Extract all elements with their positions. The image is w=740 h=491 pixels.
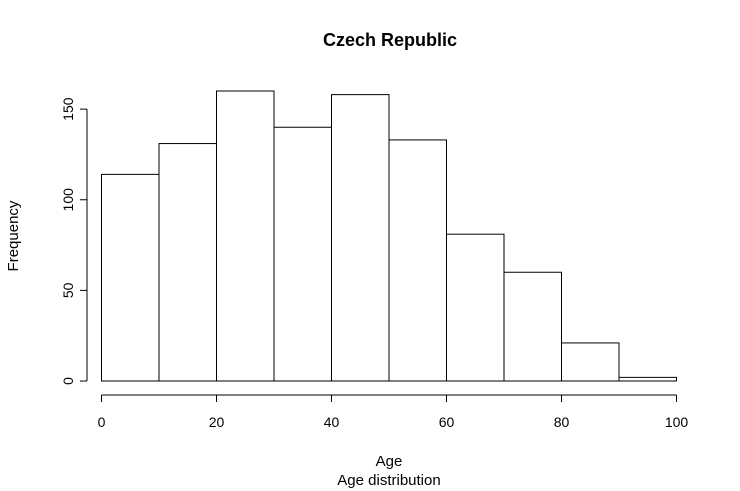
x-axis-label: Age [376,453,403,470]
y-tick-label: 100 [60,188,76,212]
x-axis: 0 20 40 60 80 100 [98,394,689,430]
x-tick-label: 60 [439,414,455,430]
histogram-bar [446,233,505,382]
histogram-bar [561,342,620,382]
histogram-bar [618,376,677,382]
histogram-bar [158,143,217,382]
x-tick-label: 20 [209,414,225,430]
y-tick-label: 150 [60,97,76,121]
x-axis-sublabel: Age distribution [337,472,440,489]
x-tick-label: 0 [98,414,106,430]
histogram-bar [331,94,390,382]
bars-group [101,90,677,382]
y-tick-label: 0 [60,377,76,385]
histogram-bar [216,90,275,382]
y-axis-label: Frequency [5,200,22,271]
histogram-bar [503,271,562,382]
x-tick-label: 40 [324,414,340,430]
chart-title: Czech Republic [323,30,457,50]
histogram-bar [101,173,160,382]
x-tick-label: 80 [554,414,570,430]
y-axis: 0 50 100 150 [60,97,88,385]
histogram-bar [273,126,332,382]
histogram-bar [388,139,447,382]
y-tick-label: 50 [60,282,76,298]
x-tick-label: 100 [665,414,689,430]
